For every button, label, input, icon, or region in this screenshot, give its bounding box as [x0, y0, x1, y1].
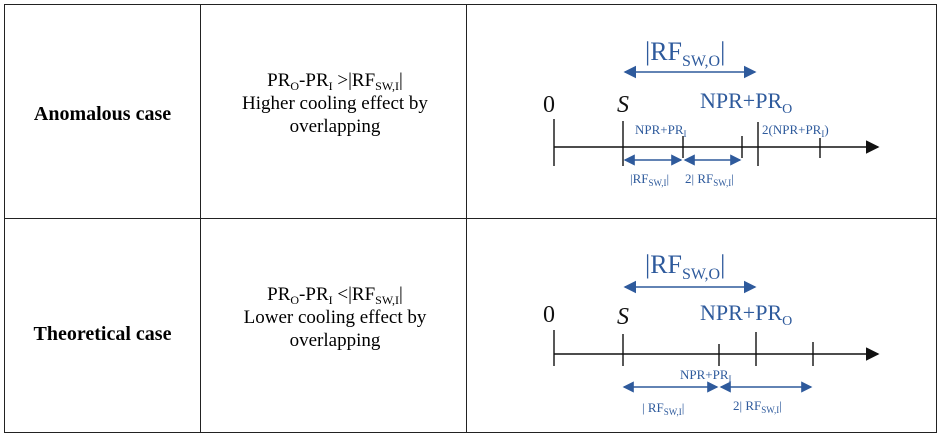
rf-swi-label-2: 2| RFSW,I|	[685, 171, 734, 188]
condition-description: Lower cooling effect by	[243, 307, 427, 328]
s-label: S	[617, 304, 629, 330]
npr-pro-label: NPR+PRO	[700, 300, 792, 329]
rf-swo-label: |RFSW,O|	[645, 37, 725, 70]
condition-description-cont: overlapping	[289, 116, 381, 137]
zero-label: 0	[543, 92, 555, 118]
s-label: S	[617, 92, 629, 118]
condition-anomalous: PRO-PRI >|RFSW,I| Higher cooling effect …	[202, 69, 468, 138]
condition-description: Higher cooling effect by	[242, 93, 428, 114]
npr-pro-label: NPR+PRO	[700, 88, 792, 117]
rf-swi-label-1: | RFSW,I|	[642, 400, 684, 417]
rf-swo-label: |RFSW,O|	[645, 250, 725, 283]
row-divider	[5, 218, 936, 219]
condition-description-cont: overlapping	[289, 330, 381, 351]
case-label-anomalous: Anomalous case	[33, 103, 172, 125]
diagram-theoretical: |RFSW,O| 0 S NPR+PRO NPR+PRI | RFSW,I| 2…	[543, 250, 880, 417]
npr-pri-label: NPR+PRI	[635, 122, 687, 139]
condition-expression: PRO-PRI >|RFSW,I|	[267, 70, 403, 93]
case-label-theoretical: Theoretical case	[33, 323, 172, 345]
npr-pri-label: NPR+PRI	[680, 367, 732, 384]
condition-theoretical: PRO-PRI <|RFSW,I| Lower cooling effect b…	[202, 283, 468, 352]
zero-label: 0	[543, 302, 555, 328]
rf-swi-label-2: 2| RFSW,I|	[733, 398, 782, 415]
diagram-anomalous: |RFSW,O| 0 S NPR+PRO NPR+PRI 2(NPR+PRI) …	[543, 37, 880, 188]
condition-expression: PRO-PRI <|RFSW,I|	[267, 284, 403, 307]
rf-swi-label-1: |RFSW,I|	[630, 171, 669, 188]
comparison-table: Anomalous case PRO-PRI >|RFSW,I| Higher …	[4, 4, 937, 433]
two-npr-pri-label: 2(NPR+PRI)	[762, 122, 829, 139]
